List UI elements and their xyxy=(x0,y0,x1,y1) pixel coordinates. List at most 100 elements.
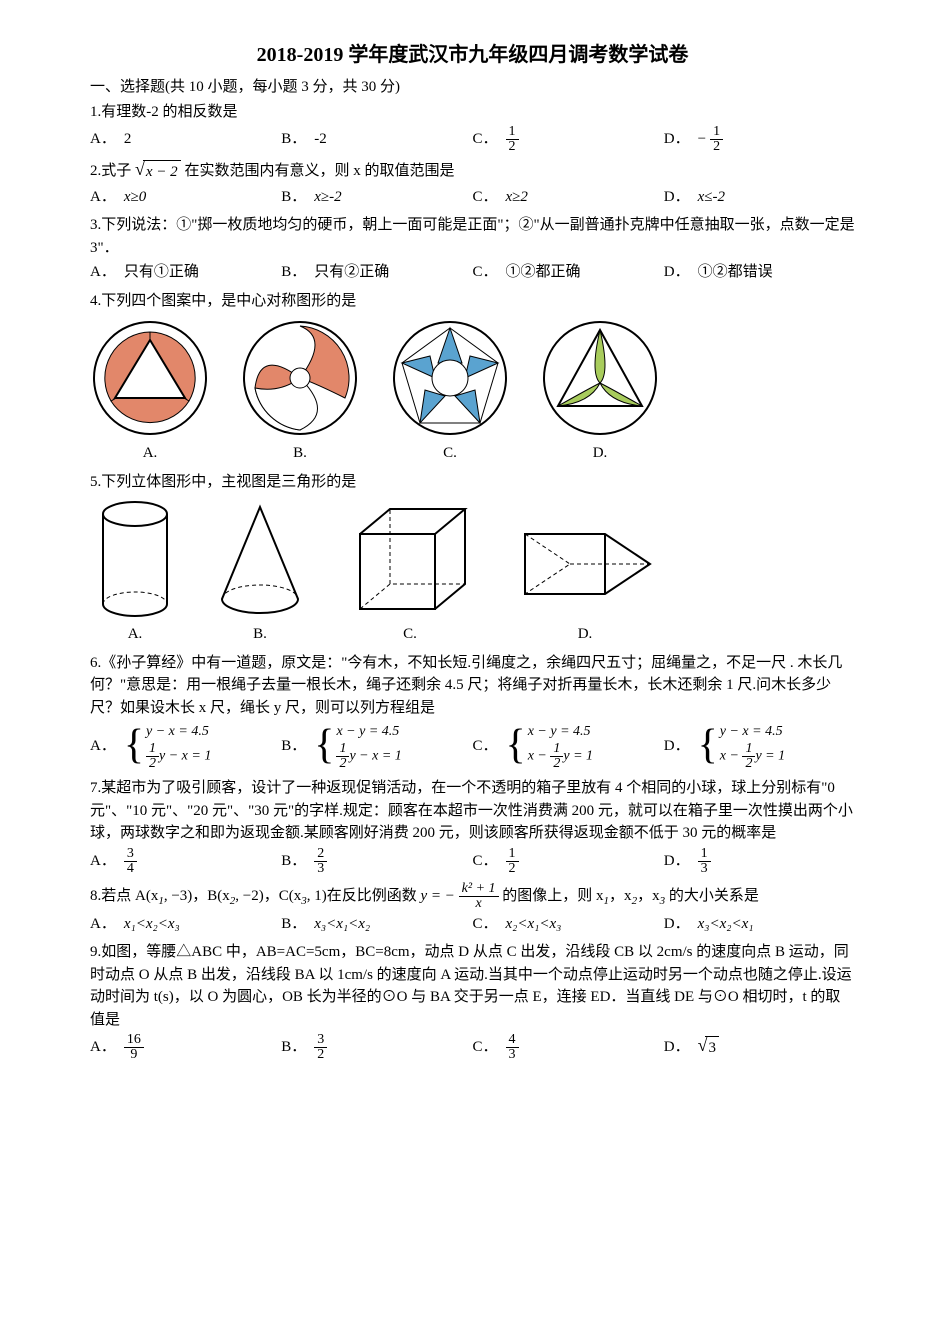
q8-ta: 8.若点 A(x xyxy=(90,887,158,903)
label-a: A． xyxy=(90,1036,116,1059)
pattern-a-icon xyxy=(90,318,210,438)
q4-img-a: A. xyxy=(90,318,210,465)
cube-icon xyxy=(340,499,480,619)
q2-options: A．x≥0 B．x≥-2 C． x≥2 D． x≤-2 xyxy=(90,186,855,209)
eq-line2: x − 12y = 1 xyxy=(528,742,593,771)
eq-line2: 12y − x = 1 xyxy=(336,742,401,771)
q8-tg: ，x xyxy=(637,887,660,903)
frac-den: 3 xyxy=(698,862,711,876)
frac-den: 2 xyxy=(742,757,755,771)
q3-opt-a: A．只有①正确 xyxy=(90,261,281,284)
q1-c-frac: 12 xyxy=(506,125,519,154)
frac-num: 1 xyxy=(336,742,349,757)
label-a: A． xyxy=(90,850,116,873)
q8-tb: , −3)，B(x xyxy=(164,887,230,903)
q8-yeq: y = − xyxy=(421,887,455,903)
frac-den: x xyxy=(459,897,499,911)
label-c: C． xyxy=(473,186,498,209)
label-c: C． xyxy=(473,128,498,151)
label-c: C． xyxy=(473,850,498,873)
q1-text: 1.有理数-2 的相反数是 xyxy=(90,101,855,124)
frac-num: 2 xyxy=(314,847,327,862)
q1-opt-d: D． − 12 xyxy=(664,125,855,154)
q9-opt-d: D． √3 xyxy=(664,1033,855,1062)
label-d: D． xyxy=(664,186,690,209)
q2-d-val: x≤-2 xyxy=(698,186,725,209)
q6-opt-c: C． { x − y = 4.5 x − 12y = 1 xyxy=(473,721,664,771)
q2-b-val: x≥-2 xyxy=(314,186,341,209)
eq-line1: x − y = 4.5 xyxy=(528,721,593,742)
eq-mid: y = 1 xyxy=(563,749,593,764)
frac-den: 2 xyxy=(710,140,723,154)
q6-opt-a: A． { y − x = 4.5 12y − x = 1 xyxy=(90,721,281,771)
q4-label-c: C. xyxy=(390,442,510,465)
q7-opt-b: B．23 xyxy=(281,847,472,876)
label-b: B． xyxy=(281,735,306,758)
label-d: D． xyxy=(664,913,690,936)
q7-text: 7.某超市为了吸引顾客，设计了一种返现促销活动，在一个不透明的箱子里放有 4 个… xyxy=(90,777,855,845)
section-header: 一、选择题(共 10 小题，每小题 3 分，共 30 分) xyxy=(90,76,855,99)
frac-den: 2 xyxy=(506,862,519,876)
q4-label-a: A. xyxy=(90,442,210,465)
eq-line1: y − x = 4.5 xyxy=(146,721,211,742)
frac-den: 9 xyxy=(124,1048,144,1062)
eq-system: { y − x = 4.5 12y − x = 1 xyxy=(124,721,212,771)
q2-text-b: 在实数范围内有意义，则 x 的取值范围是 xyxy=(184,163,454,179)
label-b: B． xyxy=(281,913,306,936)
q1-a-val: 2 xyxy=(124,128,132,151)
q5-text: 5.下列立体图形中，主视图是三角形的是 xyxy=(90,471,855,494)
q2-c-val: x≥2 xyxy=(506,186,528,209)
q3-opt-c: C．①②都正确 xyxy=(473,261,664,284)
q2-opt-b: B．x≥-2 xyxy=(281,186,472,209)
frac-den: 3 xyxy=(506,1048,519,1062)
label-b: B． xyxy=(281,261,306,284)
q9-opt-a: A． 169 xyxy=(90,1033,281,1062)
q7-opt-a: A．34 xyxy=(90,847,281,876)
label-d: D． xyxy=(664,1036,690,1059)
q8-opt-b: B．x₃<x₁<x₂ xyxy=(281,913,472,936)
q8-th: 的大小关系是 xyxy=(665,887,759,903)
label-d: D． xyxy=(664,735,690,758)
q4-text: 4.下列四个图案中，是中心对称图形的是 xyxy=(90,290,855,313)
q2-opt-a: A．x≥0 xyxy=(90,186,281,209)
q8-options: A．x₁<x₂<x₃ B．x₃<x₁<x₂ C．x₂<x₁<x₃ D．x₃<x₂… xyxy=(90,913,855,936)
q9-text: 9.如图，等腰△ABC 中，AB=AC=5cm，BC=8cm，动点 D 从点 C… xyxy=(90,941,855,1031)
label-b: B． xyxy=(281,128,306,151)
eq-mid: y − x = 1 xyxy=(349,749,401,764)
frac-num: 1 xyxy=(506,125,519,140)
frac-den: 2 xyxy=(550,757,563,771)
label-c: C． xyxy=(473,261,498,284)
frac-den: 2 xyxy=(146,757,159,771)
sqrt-icon: √x − 2 xyxy=(135,160,181,184)
label-b: B． xyxy=(281,850,306,873)
q3-opt-b: B．只有②正确 xyxy=(281,261,472,284)
label-a: A． xyxy=(90,735,116,758)
pattern-c-icon xyxy=(390,318,510,438)
frac-num: 16 xyxy=(124,1033,144,1048)
frac-num: 1 xyxy=(710,125,723,140)
q1-b-val: -2 xyxy=(314,128,327,151)
q8-opt-d: D．x₃<x₂<x₁ xyxy=(664,913,855,936)
label-c: C． xyxy=(473,913,498,936)
frac-den: 2 xyxy=(506,140,519,154)
q8-opt-a: A．x₁<x₂<x₃ xyxy=(90,913,281,936)
frac-num: 3 xyxy=(124,847,137,862)
eq-pre: x − xyxy=(720,749,743,764)
frac-num: 1 xyxy=(506,847,519,862)
q8-text: 8.若点 A(x1, −3)，B(x2, −2)，C(x3, 1)在反比例函数 … xyxy=(90,882,855,911)
q9-opt-c: C．43 xyxy=(473,1033,664,1062)
q8-frac: k² + 1x xyxy=(459,882,499,911)
label-d: D． xyxy=(664,850,690,873)
label-d: D． xyxy=(664,128,690,151)
label-a: A． xyxy=(90,261,116,284)
frac-num: 1 xyxy=(742,742,755,757)
q2-text: 2.式子 √x − 2 在实数范围内有意义，则 x 的取值范围是 xyxy=(90,160,855,184)
q4-img-d: D. xyxy=(540,318,660,465)
label-b: B． xyxy=(281,1036,306,1059)
q5-label-c: C. xyxy=(340,623,480,646)
q3-options: A．只有①正确 B．只有②正确 C．①②都正确 D．①②都错误 xyxy=(90,261,855,284)
q3-text: 3.下列说法：①"掷一枚质地均匀的硬币，朝上一面可能是正面"；②"从一副普通扑克… xyxy=(90,214,855,259)
q4-img-b: B. xyxy=(240,318,360,465)
q8-td: , 1)在反比例函数 xyxy=(307,887,421,903)
frac-num: 1 xyxy=(550,742,563,757)
